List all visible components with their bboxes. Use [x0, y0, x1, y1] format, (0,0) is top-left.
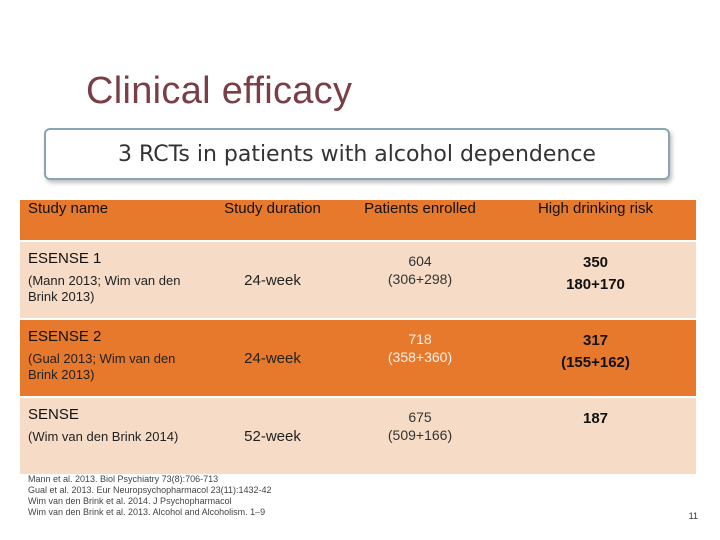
- risk-cell: 187: [495, 397, 696, 476]
- table-row: ESENSE 1 (Mann 2013; Wim van den Brink 2…: [20, 241, 696, 320]
- study-reference: (Mann 2013; Wim van den Brink 2013): [28, 273, 181, 304]
- table-header-row: Study name Study duration Patients enrol…: [20, 200, 696, 242]
- study-name-cell: ESENSE 1 (Mann 2013; Wim van den Brink 2…: [20, 241, 200, 320]
- study-reference: (Wim van den Brink 2014): [28, 429, 179, 444]
- duration-cell: 24-week: [200, 319, 345, 398]
- subtitle-text: 3 RCTs in patients with alcohol dependen…: [118, 141, 596, 167]
- patients-enrolled: 675 (509+166): [387, 409, 453, 443]
- patients-enrolled: 718 (358+360): [387, 331, 453, 365]
- enrolled-cell: 604 (306+298): [345, 241, 495, 320]
- study-name: ESENSE 2: [28, 328, 102, 345]
- duration-cell: 24-week: [200, 241, 345, 320]
- enrolled-cell: 675 (509+166): [345, 397, 495, 476]
- risk-cell: 350 180+170: [495, 241, 696, 320]
- header-study-duration: Study duration: [200, 200, 345, 242]
- header-patients-enrolled: Patients enrolled: [345, 200, 495, 242]
- slide-title: Clinical efficacy: [86, 70, 353, 112]
- study-name: SENSE: [28, 406, 79, 423]
- studies-table: Study name Study duration Patients enrol…: [20, 200, 696, 476]
- reference-item: Wim van den Brink et al. 2013. Alcohol a…: [28, 507, 266, 517]
- reference-item: Mann et al. 2013. Biol Psychiatry 73(8):…: [28, 474, 219, 484]
- reference-item: Gual et al. 2013. Eur Neuropsychopharmac…: [28, 485, 272, 495]
- table-row: SENSE (Wim van den Brink 2014) 52-week 6…: [20, 397, 696, 476]
- study-reference: (Gual 2013; Wim van den Brink 2013): [28, 351, 176, 382]
- study-name-cell: SENSE (Wim van den Brink 2014): [20, 397, 200, 476]
- subtitle-box: 3 RCTs in patients with alcohol dependen…: [44, 128, 670, 180]
- study-name: ESENSE 1: [28, 250, 102, 267]
- patients-enrolled: 604 (306+298): [387, 253, 453, 287]
- enrolled-cell: 718 (358+360): [345, 319, 495, 398]
- header-study-name: Study name: [20, 200, 200, 242]
- high-drinking-risk: 350 180+170: [566, 254, 625, 293]
- study-duration: 24-week: [244, 272, 301, 289]
- study-duration: 52-week: [244, 428, 301, 445]
- study-name-cell: ESENSE 2 (Gual 2013; Wim van den Brink 2…: [20, 319, 200, 398]
- table-row: ESENSE 2 (Gual 2013; Wim van den Brink 2…: [20, 319, 696, 398]
- duration-cell: 52-week: [200, 397, 345, 476]
- high-drinking-risk: 317 (155+162): [561, 332, 630, 371]
- study-duration: 24-week: [244, 350, 301, 367]
- references-list: Mann et al. 2013. Biol Psychiatry 73(8):…: [28, 474, 271, 518]
- page-number: 11: [688, 511, 698, 521]
- high-drinking-risk: 187: [582, 410, 609, 427]
- risk-cell: 317 (155+162): [495, 319, 696, 398]
- header-high-drinking-risk: High drinking risk: [495, 200, 696, 242]
- reference-item: Wim van den Brink et al. 2014. J Psychop…: [28, 496, 232, 506]
